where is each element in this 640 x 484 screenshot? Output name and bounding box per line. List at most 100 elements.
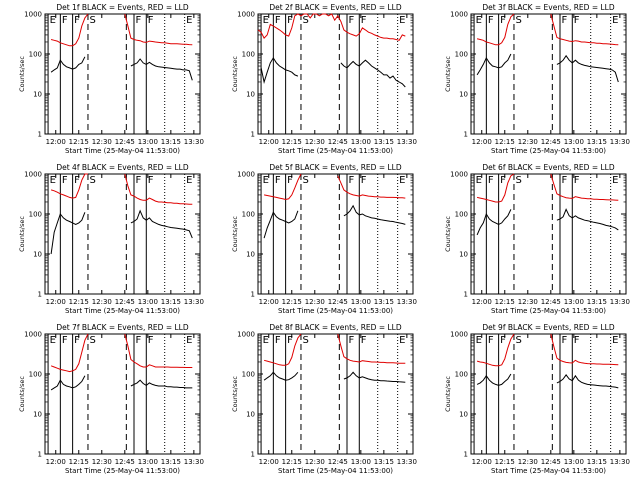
plot-frame [470,13,627,135]
x-tick-label: 12:45 [541,298,561,306]
x-tick-label: 12:45 [328,138,348,146]
plot-frame [257,173,414,295]
event-marker-label: E [186,175,192,186]
event-marker-label: F [562,175,568,186]
y-axis-label: Counts/sec [18,216,26,252]
y-tick-label: 1 [464,131,468,139]
x-tick-label: 12:30 [305,138,325,146]
event-marker-label: F [148,15,154,26]
x-tick-label: 12:00 [46,458,66,466]
y-tick-label: 10 [33,91,42,99]
x-tick-label: 12:30 [518,298,538,306]
chart-title: Det 5f BLACK = Events, RED = LLD [269,163,402,172]
y-tick-label: 100 [29,371,42,379]
event-marker-label: E [186,335,192,346]
event-marker-label: F [287,175,293,186]
y-axis-label: Counts/sec [18,56,26,92]
event-marker-label: E [476,175,482,186]
event-marker-label: E [50,175,56,186]
y-tick-label: 1000 [450,171,468,179]
events-rate-line [50,375,86,391]
x-tick-label: 12:45 [541,458,561,466]
event-marker-label: F [488,175,494,186]
detector-chart-svg: Det 9f BLACK = Events, RED = LLD 1 10 100 10… [444,323,630,475]
events-rate-line [263,210,299,239]
y-tick-label: 1 [38,451,42,459]
detector-panel-2: Det 2f BLACK = Events, RED = LLD 1 10 100 10… [213,0,426,160]
detector-panel-8: Det 8f BLACK = Events, RED = LLD 1 10 100 10… [213,320,426,480]
y-tick-label: 100 [242,211,255,219]
x-axis-label: Start Time (25-May-04 11:53:00) [278,307,393,315]
y-tick-label: 1000 [450,331,468,339]
x-tick-label: 12:00 [46,298,66,306]
event-marker-label: F [136,335,142,346]
x-tick-label: 12:30 [92,458,112,466]
x-tick-label: 12:15 [282,458,302,466]
chart-title: Det 8f BLACK = Events, RED = LLD [269,323,402,332]
events-rate-line [476,209,512,236]
event-marker-label: F [361,335,367,346]
plot-frame [470,173,627,295]
y-tick-label: 1000 [237,171,255,179]
y-tick-label: 100 [29,51,42,59]
chart-title: Det 3f BLACK = Events, RED = LLD [482,3,615,12]
event-marker-label: S [302,335,308,346]
lld-rate-line [50,13,89,47]
event-marker-label: E [612,15,618,26]
events-rate-line [263,371,299,381]
x-tick-label: 13:00 [564,138,584,146]
event-marker-label: F [574,335,580,346]
lld-rate-line [476,13,515,46]
y-tick-label: 100 [455,51,468,59]
y-tick-label: 10 [459,91,468,99]
lld-rate-line [550,13,619,46]
x-axis-label: Start Time (25-May-04 11:53:00) [491,147,606,155]
y-tick-label: 100 [455,211,468,219]
y-tick-label: 10 [246,251,255,259]
events-rate-line [130,209,193,239]
x-tick-label: 13:00 [564,458,584,466]
x-tick-label: 13:00 [138,298,158,306]
x-tick-label: 13:00 [138,458,158,466]
event-marker-label: F [488,15,494,26]
event-marker-label: E [612,175,618,186]
x-tick-label: 12:45 [328,458,348,466]
x-axis-label: Start Time (25-May-04 11:53:00) [278,467,393,475]
chart-title: Det 1f BLACK = Events, RED = LLD [56,3,189,12]
detector-chart-svg: Det 1f BLACK = Events, RED = LLD 1 10 100 10… [18,3,204,155]
x-tick-label: 12:00 [472,298,492,306]
event-marker-label: F [275,335,281,346]
y-tick-label: 1 [38,131,42,139]
event-marker-label: F [148,335,154,346]
event-marker-label: F [74,15,80,26]
detector-chart-svg: Det 3f BLACK = Events, RED = LLD 1 10 100 10… [444,3,630,155]
event-marker-label: E [612,335,618,346]
y-tick-label: 1 [251,291,255,299]
y-tick-label: 100 [242,51,255,59]
plot-frame [44,173,201,295]
x-tick-label: 13:30 [610,138,630,146]
y-tick-label: 10 [33,411,42,419]
events-rate-line [556,54,619,83]
event-marker-label: F [287,335,293,346]
x-tick-label: 12:45 [541,138,561,146]
x-tick-label: 13:30 [184,298,204,306]
events-rate-line [476,373,512,386]
lld-rate-line [124,173,193,205]
event-marker-label: F [136,175,142,186]
x-tick-label: 13:30 [610,458,630,466]
x-tick-label: 12:15 [495,458,515,466]
y-tick-label: 10 [459,251,468,259]
event-marker-label: F [62,335,68,346]
y-tick-label: 1 [251,451,255,459]
x-axis-label: Start Time (25-May-04 11:53:00) [491,467,606,475]
y-tick-label: 1000 [24,11,42,19]
x-tick-label: 12:00 [259,138,279,146]
y-tick-label: 10 [246,411,255,419]
x-tick-label: 12:15 [495,138,515,146]
event-marker-label: E [186,15,192,26]
x-tick-label: 13:00 [351,138,371,146]
lld-rate-line [263,333,302,366]
x-axis-label: Start Time (25-May-04 11:53:00) [65,147,180,155]
